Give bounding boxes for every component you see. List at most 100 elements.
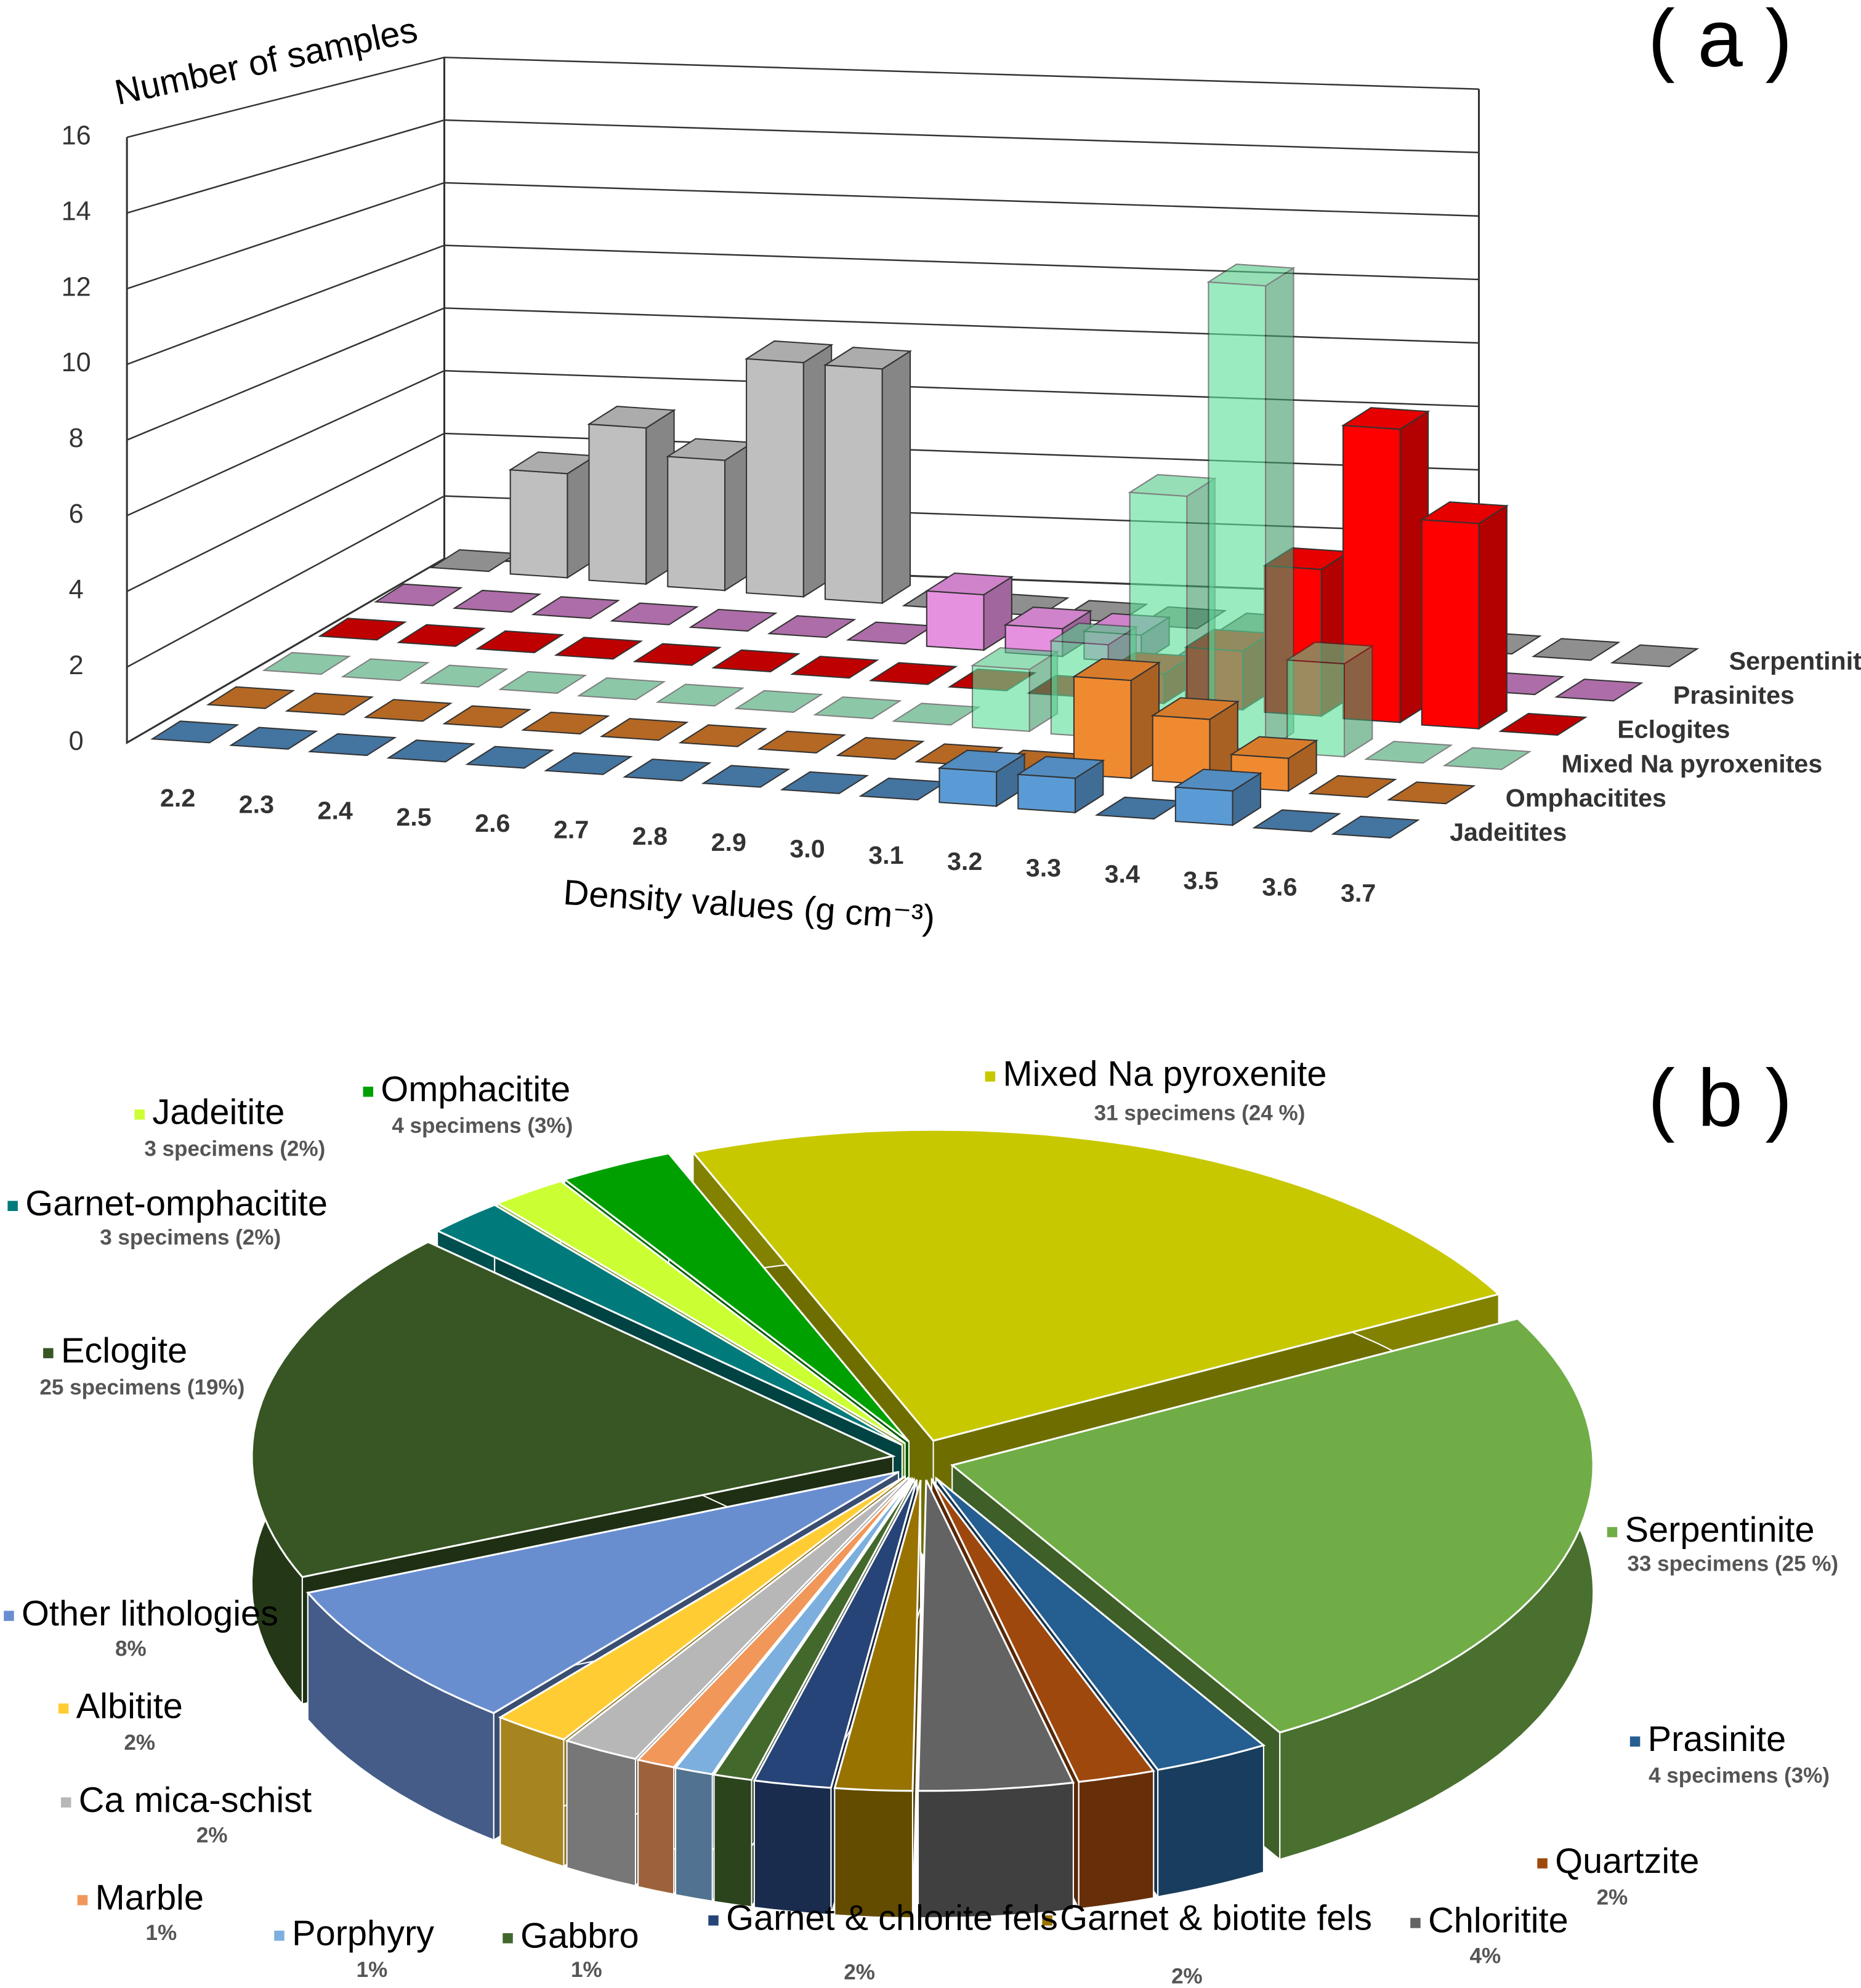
bar [1442, 747, 1532, 770]
bar [1419, 501, 1509, 730]
bar-top [655, 683, 745, 707]
bar [744, 340, 834, 598]
slice-label: Serpentinite [1625, 1510, 1815, 1550]
bar [363, 699, 453, 722]
bar [452, 589, 542, 613]
bar [1094, 796, 1184, 820]
bar-side [1478, 504, 1508, 730]
bar-top [1341, 407, 1431, 430]
bar-top [465, 746, 554, 769]
legend-swatch [1629, 1736, 1641, 1747]
slice-side [637, 1759, 675, 1895]
bar [531, 596, 621, 619]
bar-top [576, 677, 666, 701]
bar [475, 630, 565, 654]
bar-top [318, 618, 407, 641]
legend-swatch [4, 1611, 14, 1621]
legend-swatch [1042, 1915, 1052, 1926]
x-tick-label: 3.5 [1183, 866, 1218, 895]
slice [930, 1478, 1155, 1783]
bar-top [701, 765, 791, 788]
bar [1206, 264, 1296, 752]
y-tick-label: 0 [69, 726, 84, 756]
x-tick-label: 2.8 [632, 822, 668, 850]
bar [924, 572, 1014, 651]
bar-side [1343, 645, 1373, 758]
slice-side [753, 1779, 832, 1916]
bar-side [881, 350, 911, 605]
value-label: 1% [571, 1958, 602, 1982]
bar [386, 739, 476, 763]
bar-top [262, 651, 352, 675]
value-label: 25 specimens (19%) [39, 1375, 244, 1399]
bar-top [757, 730, 847, 754]
bar [498, 670, 587, 694]
bar-top [341, 658, 430, 682]
x-tick-label: 3.7 [1341, 879, 1376, 907]
legend-swatch [708, 1915, 719, 1926]
bar-top [531, 596, 621, 619]
slice [674, 1478, 914, 1776]
value-label: 2% [196, 1824, 228, 1848]
bar-top [678, 724, 768, 747]
legend-swatch [134, 1109, 145, 1120]
slice-label: Gabbro [520, 1916, 639, 1955]
value-label: 2% [844, 1960, 875, 1984]
bar-top [1554, 678, 1644, 702]
slice-side [675, 1767, 713, 1902]
bar-top [498, 670, 587, 694]
bar-top [386, 739, 476, 763]
slice-label: Garnet-omphacitite [25, 1184, 328, 1223]
slice-label: Garnet & biotite fels [1060, 1899, 1372, 1938]
value-label: 3 specimens (2%) [144, 1137, 325, 1161]
legend-swatch [58, 1703, 69, 1714]
bar-front [1017, 773, 1076, 813]
value-label: 1% [145, 1921, 177, 1945]
grid-line [126, 369, 1479, 517]
x-tick-label: 2.2 [160, 784, 195, 812]
x-tick-label: 3.2 [947, 847, 982, 875]
slice [636, 1478, 912, 1769]
bar [150, 720, 240, 744]
bar [1331, 815, 1420, 839]
bar-top [475, 630, 565, 654]
slice [251, 1241, 896, 1579]
y-axis-label: Number of samples [111, 10, 421, 113]
bar-front [939, 767, 998, 807]
series-label: Mixed Na pyroxenites [1562, 749, 1823, 778]
bar-top [711, 649, 801, 672]
x-tick-label: 2.3 [239, 790, 274, 818]
bar [419, 664, 509, 688]
legend-swatch [1607, 1527, 1618, 1537]
bar [688, 608, 778, 632]
bar-top [397, 624, 486, 647]
grid-line [126, 119, 1479, 214]
bar-top [846, 621, 935, 645]
y-tick-label: 2 [69, 651, 84, 680]
bar [1386, 781, 1476, 805]
bar-top [1331, 815, 1420, 839]
bar-top [892, 702, 981, 726]
legend-swatch [1410, 1918, 1421, 1928]
bar [1252, 809, 1341, 832]
bar-top [1610, 644, 1700, 667]
value-label: 4 specimens (3%) [1649, 1764, 1830, 1788]
bar-top [554, 637, 644, 660]
bar [846, 621, 935, 645]
bar [711, 649, 801, 672]
slice-label: Marble [95, 1878, 204, 1918]
bar [823, 347, 913, 605]
bar-top [937, 749, 1027, 773]
slice [498, 1475, 906, 1741]
x-tick-label: 2.6 [475, 809, 510, 837]
bar-top [1072, 658, 1161, 682]
bar-top [744, 340, 834, 364]
bar-top [1173, 768, 1263, 792]
value-label: 1% [357, 1958, 388, 1982]
x-tick-label: 2.7 [554, 816, 589, 844]
slice [562, 1152, 910, 1443]
bar [206, 686, 296, 709]
bar-top [228, 726, 318, 750]
slice-label: Eclogite [61, 1331, 187, 1370]
